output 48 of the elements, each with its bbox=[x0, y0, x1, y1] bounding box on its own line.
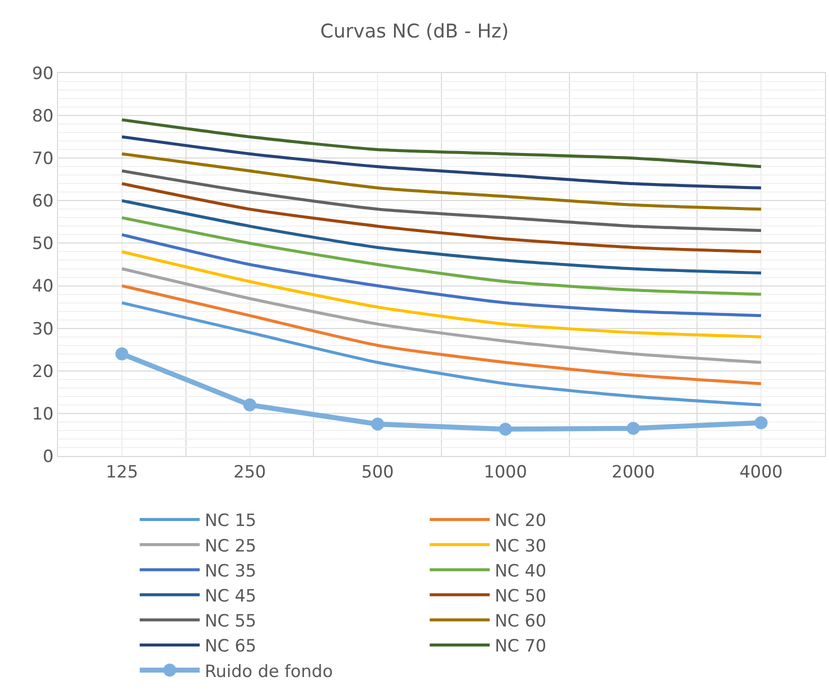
point bbox=[371, 418, 384, 431]
line-series bbox=[120, 169, 763, 232]
line-series bbox=[120, 250, 763, 338]
y-tick-label: 80 bbox=[32, 106, 54, 127]
legend-label: NC 65 bbox=[204, 636, 256, 657]
y-tick-label: 0 bbox=[42, 446, 54, 467]
legend-label: NC 45 bbox=[204, 586, 256, 606]
point bbox=[115, 347, 128, 360]
legend-label: NC 70 bbox=[494, 636, 546, 657]
y-tick-label: 10 bbox=[32, 404, 54, 424]
point bbox=[626, 422, 640, 435]
legend-label: NC 15 bbox=[204, 511, 256, 532]
y-tick-label: 60 bbox=[32, 192, 54, 212]
point bbox=[498, 422, 512, 436]
line-series bbox=[120, 135, 763, 190]
legend-label: NC 20 bbox=[494, 511, 546, 532]
y-tick-label: 20 bbox=[32, 362, 54, 382]
line-series bbox=[120, 118, 763, 168]
legend-label: Ruido de fondo bbox=[204, 662, 333, 682]
line-series bbox=[120, 182, 763, 254]
x-tick-label: 4000 bbox=[739, 462, 783, 482]
legend-label: NC 55 bbox=[204, 612, 256, 632]
y-tick-label: 40 bbox=[32, 276, 54, 297]
line-series bbox=[120, 267, 763, 364]
line-series bbox=[120, 284, 763, 386]
x-tick-label: 2000 bbox=[612, 462, 655, 482]
legend-label: NC 30 bbox=[494, 536, 546, 556]
point bbox=[754, 416, 768, 430]
chart-title: Curvas NC (dB - Hz) bbox=[320, 20, 509, 43]
y-tick-label: 30 bbox=[32, 319, 54, 340]
y-tick-label: 70 bbox=[32, 149, 54, 170]
line-series bbox=[120, 233, 763, 318]
line-series bbox=[120, 199, 763, 275]
point bbox=[243, 398, 256, 412]
line-series bbox=[120, 216, 763, 296]
legend-label: NC 35 bbox=[204, 561, 256, 582]
x-tick-label: 1000 bbox=[484, 462, 528, 482]
legend-label: NC 50 bbox=[494, 586, 546, 606]
x-tick-label: 500 bbox=[361, 462, 394, 482]
legend-label: NC 40 bbox=[494, 561, 546, 582]
y-tick-label: 90 bbox=[32, 64, 54, 84]
line-series bbox=[120, 152, 763, 211]
x-tick-label: 125 bbox=[106, 462, 138, 482]
x-tick-label: 250 bbox=[234, 462, 266, 482]
y-tick-label: 50 bbox=[32, 234, 54, 254]
line-series bbox=[120, 301, 763, 406]
legend-label: NC 25 bbox=[204, 536, 256, 556]
legend-label: NC 60 bbox=[494, 612, 546, 632]
